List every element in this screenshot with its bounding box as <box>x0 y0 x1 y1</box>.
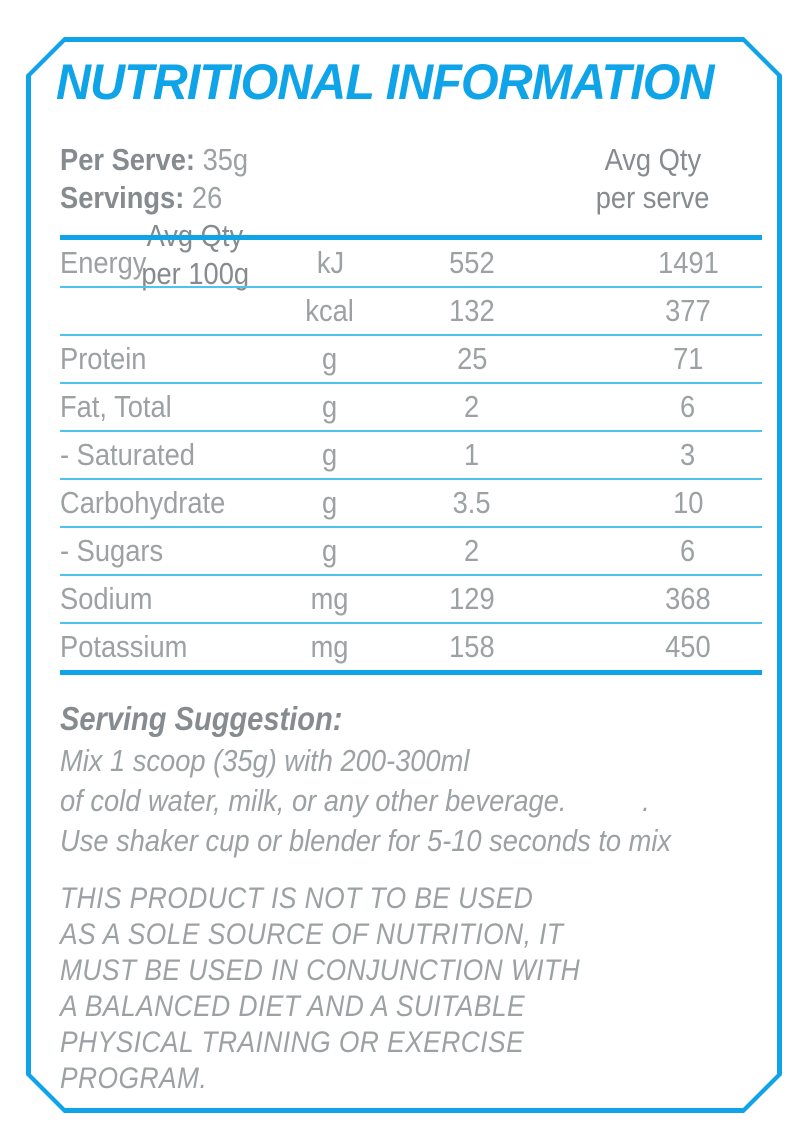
nutrient-unit: mg <box>311 581 349 616</box>
value-per-serve: 25 <box>456 341 488 376</box>
per-serve-line: Per Serve: 35g <box>60 141 400 179</box>
value-per-100g: 71 <box>672 341 704 376</box>
nutrient-name: Potassium <box>60 629 188 664</box>
nutrient-unit: mg <box>311 629 349 664</box>
unit-column-header-spacer <box>400 141 544 217</box>
nutrient-name: Energy <box>60 245 147 280</box>
nutrient-name: Carbohydrate <box>60 485 226 520</box>
value-per-serve: 2 <box>464 533 480 568</box>
disclaimer-line: PROGRAM. <box>60 1062 208 1095</box>
value-per-serve: 2 <box>464 389 480 424</box>
nutrition-table: Energy kJ 552 1491 kcal 132 377 Protein … <box>60 235 762 675</box>
value-per-serve: 158 <box>449 629 495 664</box>
value-per-serve: 1 <box>464 437 480 472</box>
serving-suggestion-line: of cold water, milk, or any other bevera… <box>60 783 650 818</box>
nutrient-unit: g <box>322 389 338 424</box>
serving-info: Per Serve: 35g Servings: 26 <box>60 141 400 217</box>
table-row-fat-total: Fat, Total g 2 6 <box>60 384 762 432</box>
serving-suggestion-heading: Serving Suggestion: <box>60 700 343 737</box>
disclaimer-line: THIS PRODUCT IS NOT TO BE USED <box>60 882 534 915</box>
serving-suggestion-line: Mix 1 scoop (35g) with 200-300ml <box>60 743 470 778</box>
disclaimer-line: AS A SOLE SOURCE OF NUTRITION, IT <box>60 918 564 951</box>
per-serve-label: Per Serve: <box>60 142 195 177</box>
nutrient-name: Protein <box>60 341 147 376</box>
value-per-serve: 129 <box>449 581 495 616</box>
table-row-potassium: Potassium mg 158 450 <box>60 624 762 675</box>
nutrient-name: - Saturated <box>60 437 195 472</box>
servings-value: 26 <box>191 180 223 215</box>
nutrient-unit: kcal <box>305 293 355 328</box>
serving-suggestion-section: Serving Suggestion: Mix 1 scoop (35g) wi… <box>60 697 762 861</box>
table-row-sugars: - Sugars g 2 6 <box>60 528 762 576</box>
disclaimer-line: MUST BE USED IN CONJUNCTION WITH <box>60 954 581 987</box>
value-per-100g: 450 <box>665 629 711 664</box>
value-per-100g: 6 <box>680 533 696 568</box>
servings-label: Servings: <box>60 180 185 215</box>
nutrient-unit: kJ <box>316 245 344 280</box>
serving-suggestion-line: Use shaker cup or blender for 5-10 secon… <box>60 823 672 858</box>
nutrient-name: Fat, Total <box>60 389 172 424</box>
nutrient-name: - Sugars <box>60 533 164 568</box>
value-per-100g: 1491 <box>657 245 719 280</box>
value-per-serve: 3.5 <box>453 485 491 520</box>
servings-line: Servings: 26 <box>60 179 400 217</box>
per-serve-value: 35g <box>202 142 249 177</box>
table-row-energy-kcal: kcal 132 377 <box>60 288 762 336</box>
disclaimer-line: A BALANCED DIET AND A SUITABLE <box>60 990 526 1023</box>
value-per-serve: 552 <box>449 245 495 280</box>
nutrient-name: Sodium <box>60 581 153 616</box>
value-per-serve: 132 <box>449 293 495 328</box>
value-per-100g: 368 <box>665 581 711 616</box>
table-row-saturated: - Saturated g 1 3 <box>60 432 762 480</box>
nutrient-unit: g <box>322 341 338 376</box>
disclaimer-line: PHYSICAL TRAINING OR EXERCISE <box>60 1026 525 1059</box>
value-per-100g: 3 <box>680 437 696 472</box>
table-row-energy-kj: Energy kJ 552 1491 <box>60 240 762 288</box>
column-header-per-serve: Avg Qty per serve <box>596 142 710 215</box>
table-row-sodium: Sodium mg 129 368 <box>60 576 762 624</box>
nutrition-panel: NUTRITIONAL INFORMATION Per Serve: 35g S… <box>26 37 782 1113</box>
value-per-100g: 10 <box>672 485 704 520</box>
nutrient-unit: g <box>322 437 338 472</box>
nutrient-unit: g <box>322 533 338 568</box>
nutrient-unit: g <box>322 485 338 520</box>
disclaimer-section: THIS PRODUCT IS NOT TO BE USED AS A SOLE… <box>60 881 762 1097</box>
value-per-100g: 377 <box>665 293 711 328</box>
table-row-carbohydrate: Carbohydrate g 3.5 10 <box>60 480 762 528</box>
table-row-protein: Protein g 25 71 <box>60 336 762 384</box>
page-title: NUTRITIONAL INFORMATION <box>56 54 714 110</box>
value-per-100g: 6 <box>680 389 696 424</box>
